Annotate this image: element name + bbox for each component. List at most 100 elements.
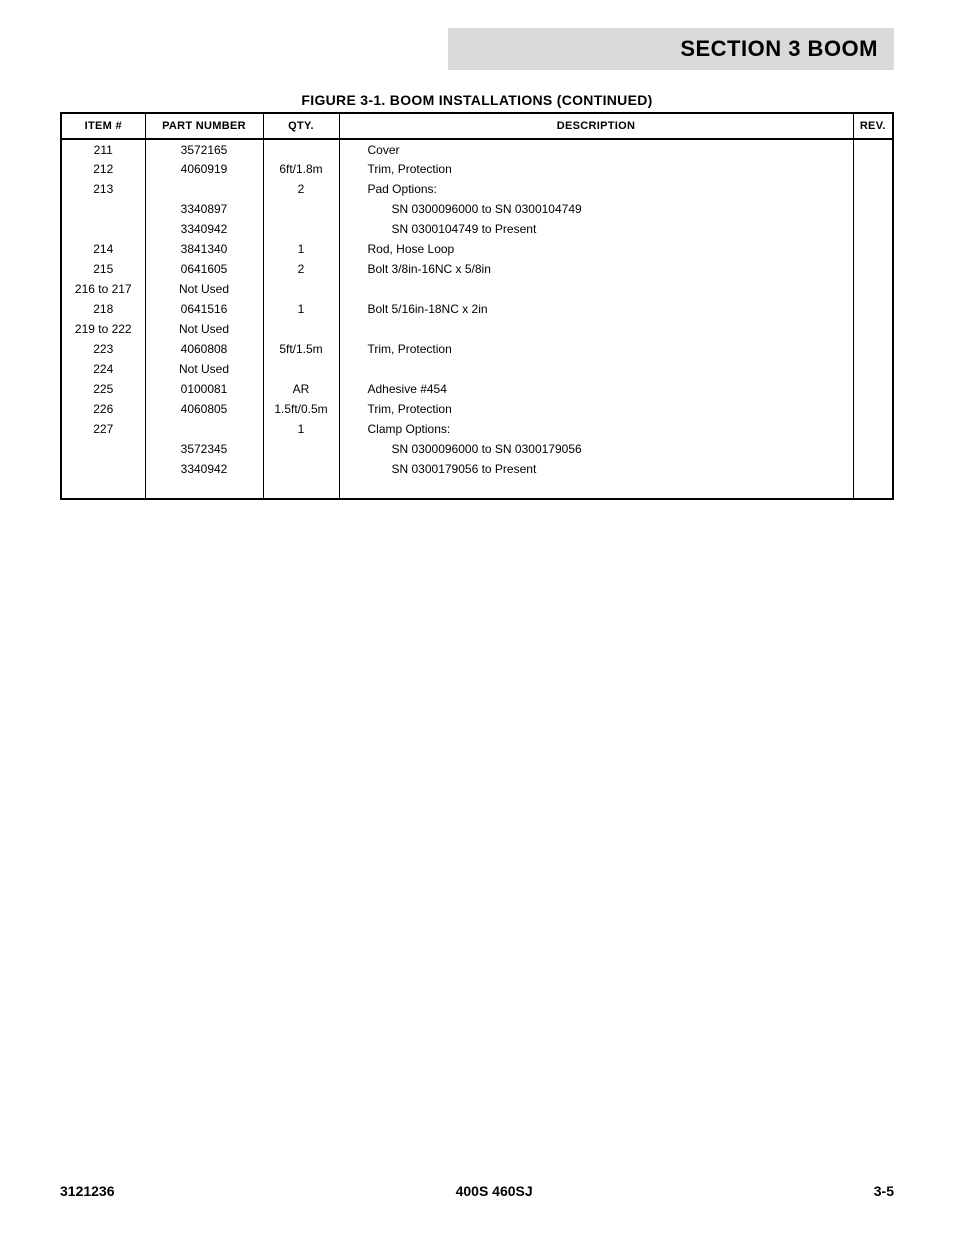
cell-part: 0641516	[145, 299, 263, 319]
table-row: 21240609196ft/1.8mTrim, Protection	[61, 159, 893, 179]
spacer-cell	[145, 479, 263, 499]
cell-item: 213	[61, 179, 145, 199]
col-header-item: ITEM #	[61, 113, 145, 139]
cell-qty	[263, 139, 339, 159]
table-row: 3572345SN 0300096000 to SN 0300179056	[61, 439, 893, 459]
cell-qty: AR	[263, 379, 339, 399]
cell-part: Not Used	[145, 359, 263, 379]
cell-item: 216 to 217	[61, 279, 145, 299]
cell-qty	[263, 219, 339, 239]
cell-desc: Clamp Options:	[339, 419, 853, 439]
cell-desc: Adhesive #454	[339, 379, 853, 399]
cell-item: 224	[61, 359, 145, 379]
cell-part: 3340942	[145, 459, 263, 479]
section-title: SECTION 3 BOOM	[680, 36, 878, 62]
cell-desc	[339, 359, 853, 379]
table-header-row: ITEM # PART NUMBER QTY. DESCRIPTION REV.	[61, 113, 893, 139]
figure-caption: FIGURE 3-1. BOOM INSTALLATIONS (CONTINUE…	[60, 92, 894, 108]
table-row: 22340608085ft/1.5mTrim, Protection	[61, 339, 893, 359]
cell-desc	[339, 279, 853, 299]
cell-qty	[263, 319, 339, 339]
cell-rev	[853, 419, 893, 439]
cell-part: 4060808	[145, 339, 263, 359]
cell-qty: 1.5ft/0.5m	[263, 399, 339, 419]
cell-part: 3841340	[145, 239, 263, 259]
cell-part	[145, 179, 263, 199]
cell-desc: Cover	[339, 139, 853, 159]
cell-part: 3340897	[145, 199, 263, 219]
cell-item: 218	[61, 299, 145, 319]
cell-rev	[853, 459, 893, 479]
cell-desc: Bolt 3/8in-16NC x 5/8in	[339, 259, 853, 279]
cell-desc: Trim, Protection	[339, 159, 853, 179]
cell-rev	[853, 439, 893, 459]
table-row: 3340897 SN 0300096000 to SN 0300104749	[61, 199, 893, 219]
cell-rev	[853, 379, 893, 399]
cell-rev	[853, 279, 893, 299]
cell-rev	[853, 199, 893, 219]
footer-right: 3-5	[874, 1183, 894, 1199]
cell-part: 4060805	[145, 399, 263, 419]
page-footer: 3121236 400S 460SJ 3-5	[60, 1183, 894, 1199]
cell-desc: SN 0300179056 to Present	[339, 459, 853, 479]
cell-rev	[853, 219, 893, 239]
cell-desc: SN 0300096000 to SN 0300104749	[339, 199, 853, 219]
col-header-qty: QTY.	[263, 113, 339, 139]
table-row: 21806415161Bolt 5/16in-18NC x 2in	[61, 299, 893, 319]
cell-qty: 5ft/1.5m	[263, 339, 339, 359]
parts-table: ITEM # PART NUMBER QTY. DESCRIPTION REV.…	[60, 112, 894, 500]
cell-qty: 6ft/1.8m	[263, 159, 339, 179]
cell-rev	[853, 399, 893, 419]
cell-item	[61, 199, 145, 219]
cell-desc: Trim, Protection	[339, 339, 853, 359]
cell-desc: SN 0300104749 to Present	[339, 219, 853, 239]
cell-desc	[339, 319, 853, 339]
cell-part: 4060919	[145, 159, 263, 179]
cell-part: 0100081	[145, 379, 263, 399]
cell-qty	[263, 439, 339, 459]
footer-left: 3121236	[60, 1183, 115, 1199]
cell-item	[61, 439, 145, 459]
cell-part	[145, 419, 263, 439]
col-header-part: PART NUMBER	[145, 113, 263, 139]
spacer-cell	[61, 479, 145, 499]
cell-item: 226	[61, 399, 145, 419]
cell-rev	[853, 339, 893, 359]
cell-item: 215	[61, 259, 145, 279]
cell-item	[61, 459, 145, 479]
table-row: 21438413401Rod, Hose Loop	[61, 239, 893, 259]
cell-qty: 1	[263, 239, 339, 259]
table-row: 3340942 SN 0300179056 to Present	[61, 459, 893, 479]
cell-item: 212	[61, 159, 145, 179]
cell-qty	[263, 199, 339, 219]
cell-rev	[853, 139, 893, 159]
cell-part: Not Used	[145, 319, 263, 339]
table-row: 219 to 222Not Used	[61, 319, 893, 339]
cell-qty: 1	[263, 419, 339, 439]
cell-item	[61, 219, 145, 239]
table-row: 216 to 217Not Used	[61, 279, 893, 299]
table-row: 227 1Clamp Options:	[61, 419, 893, 439]
cell-desc: Bolt 5/16in-18NC x 2in	[339, 299, 853, 319]
cell-part: 3340942	[145, 219, 263, 239]
cell-item: 219 to 222	[61, 319, 145, 339]
cell-desc: Rod, Hose Loop	[339, 239, 853, 259]
table-spacer-row	[61, 479, 893, 499]
table-row: 2113572165Cover	[61, 139, 893, 159]
cell-qty	[263, 359, 339, 379]
cell-rev	[853, 239, 893, 259]
cell-rev	[853, 299, 893, 319]
col-header-desc: DESCRIPTION	[339, 113, 853, 139]
cell-rev	[853, 159, 893, 179]
cell-item: 214	[61, 239, 145, 259]
table-row: 2250100081ARAdhesive #454	[61, 379, 893, 399]
cell-item: 223	[61, 339, 145, 359]
cell-item: 211	[61, 139, 145, 159]
cell-item: 227	[61, 419, 145, 439]
cell-item: 225	[61, 379, 145, 399]
cell-qty: 1	[263, 299, 339, 319]
spacer-cell	[853, 479, 893, 499]
table-row: 21506416052Bolt 3/8in-16NC x 5/8in	[61, 259, 893, 279]
table-row: 22640608051.5ft/0.5mTrim, Protection	[61, 399, 893, 419]
cell-qty: 2	[263, 179, 339, 199]
